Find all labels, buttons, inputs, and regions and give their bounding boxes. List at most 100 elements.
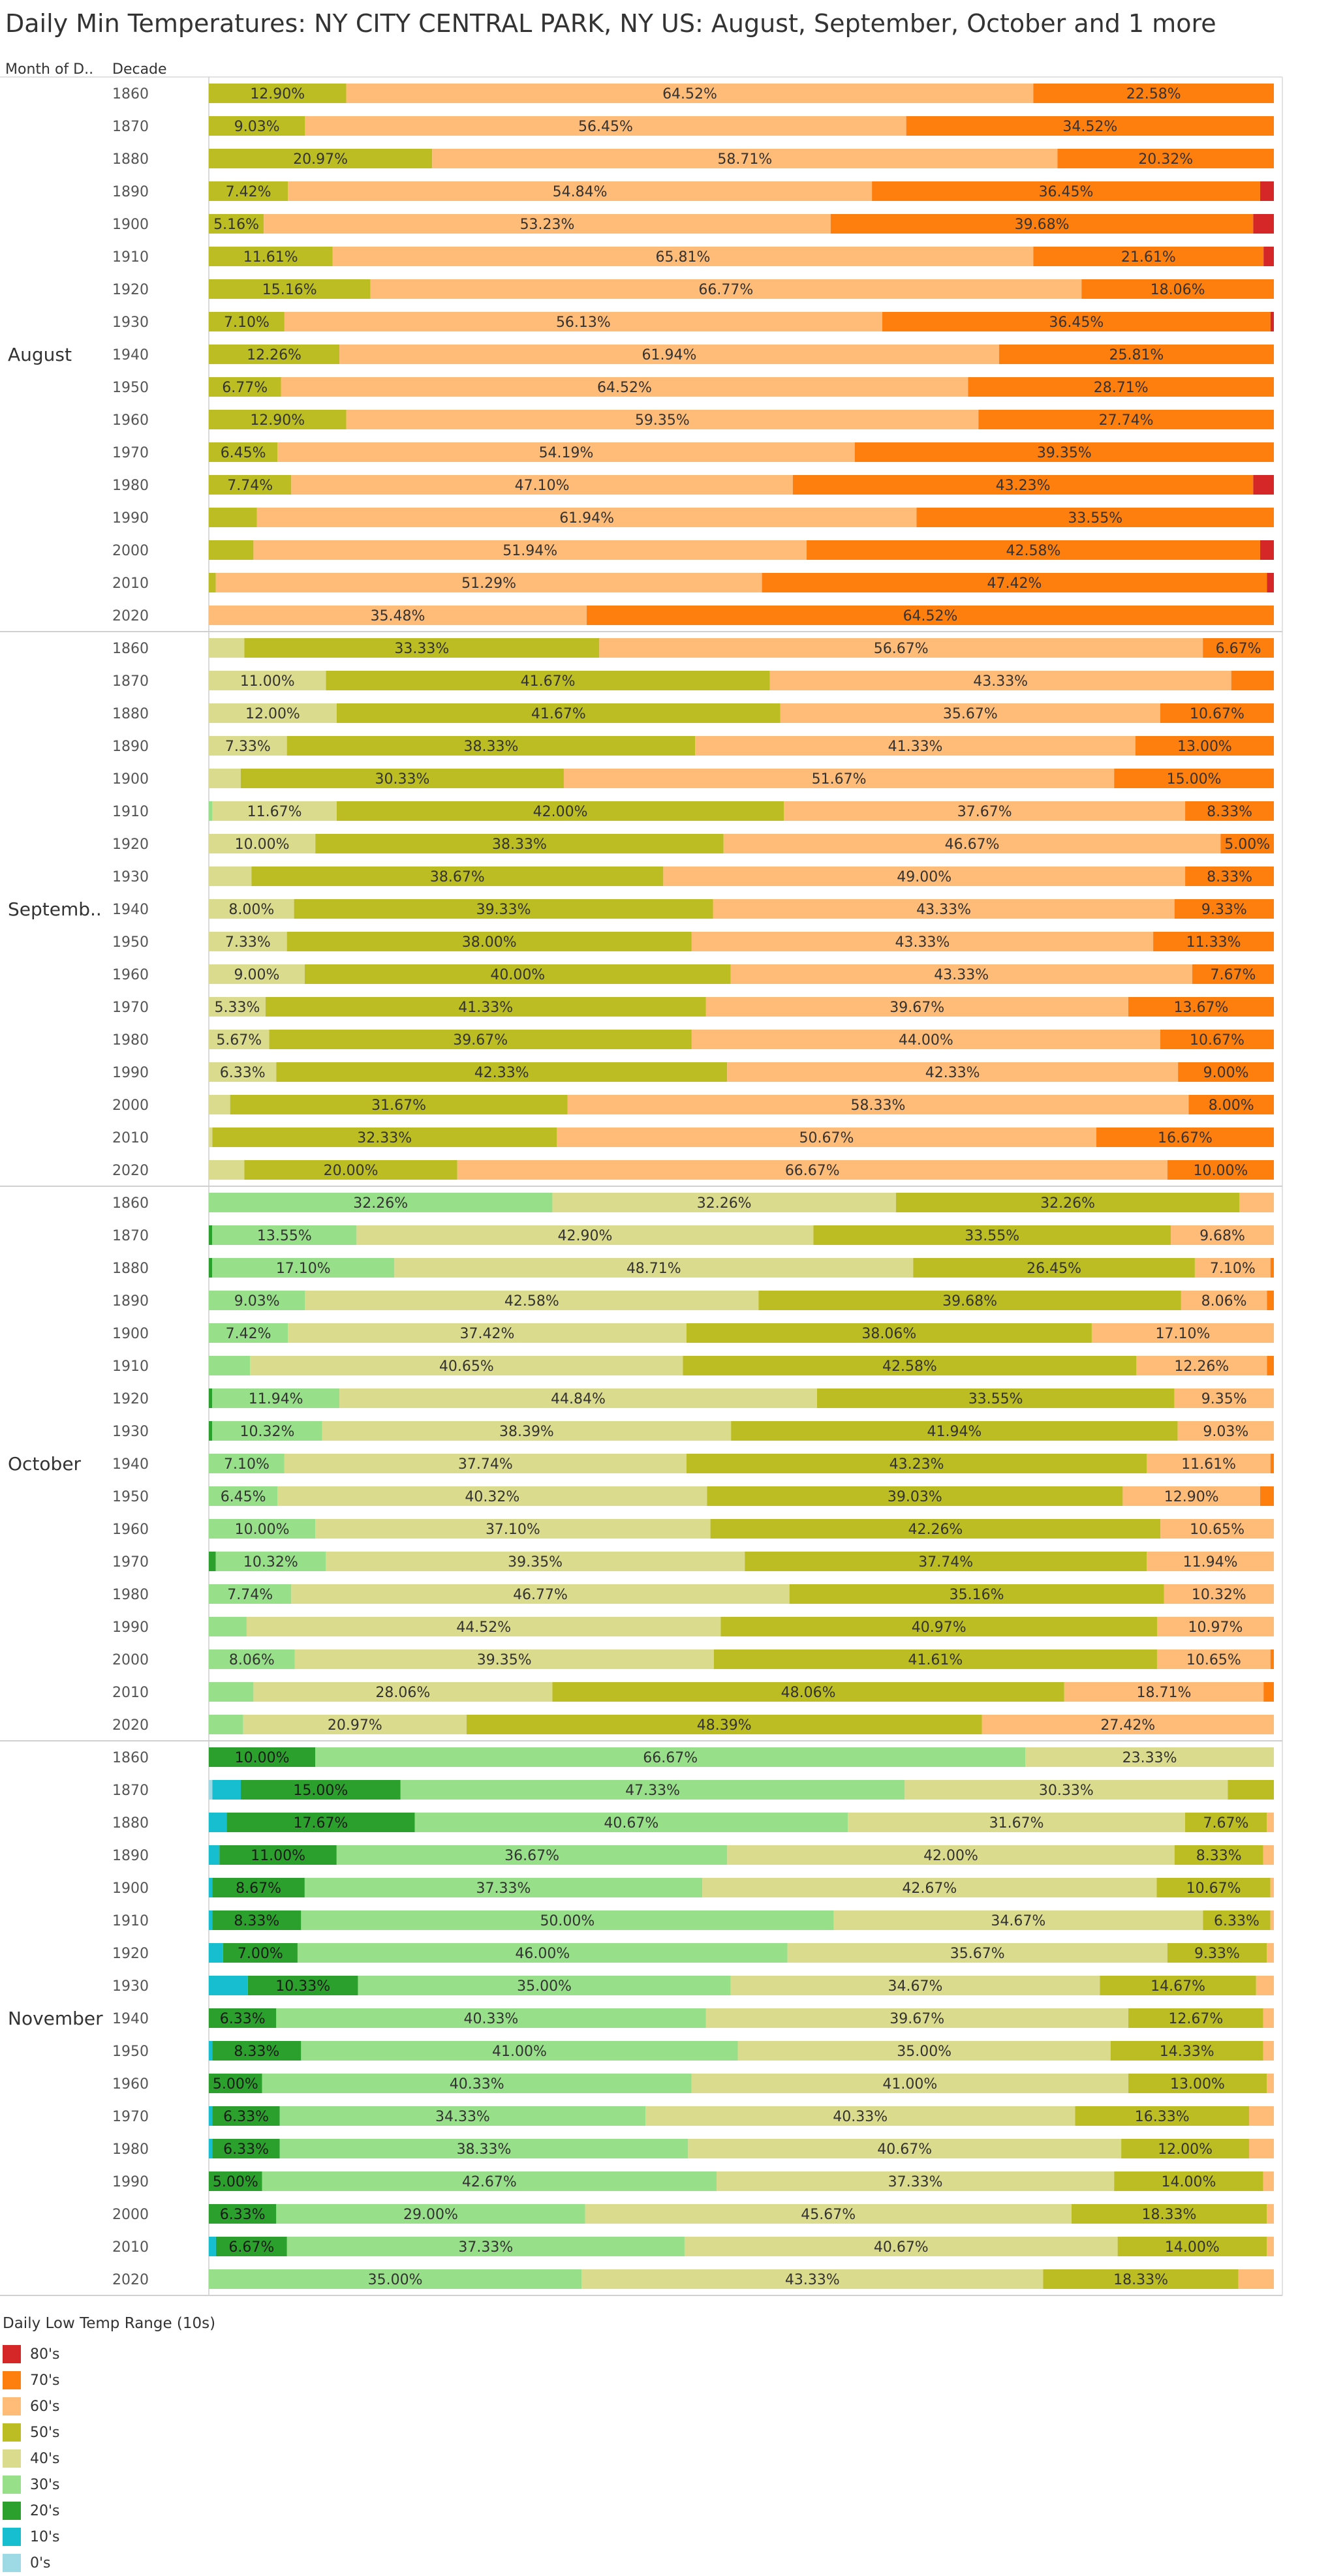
- bar-segment[interactable]: [1267, 1813, 1274, 1832]
- bar-segment[interactable]: [1263, 2171, 1274, 2191]
- bar-segment[interactable]: [209, 1095, 230, 1114]
- bar-segment[interactable]: [789, 1584, 1164, 1604]
- bar-segment[interactable]: [209, 2237, 216, 2256]
- bar-segment[interactable]: [209, 1682, 254, 1702]
- bar-segment[interactable]: [286, 2237, 685, 2256]
- bar-segment[interactable]: [209, 2074, 262, 2093]
- legend-item[interactable]: 0's: [3, 2550, 215, 2576]
- bar-segment[interactable]: [209, 1323, 288, 1343]
- bar-segment[interactable]: [279, 2139, 688, 2158]
- bar-segment[interactable]: [663, 866, 1186, 886]
- bar-segment[interactable]: [394, 1258, 914, 1278]
- bar-segment[interactable]: [332, 247, 1034, 266]
- bar-segment[interactable]: [816, 1388, 1175, 1408]
- bar-segment[interactable]: [587, 606, 1274, 625]
- bar-segment[interactable]: [326, 1552, 745, 1571]
- bar-segment[interactable]: [691, 2074, 1128, 2093]
- bar-segment[interactable]: [1239, 1193, 1274, 1212]
- bar-segment[interactable]: [684, 2237, 1118, 2256]
- legend-item[interactable]: 60's: [3, 2393, 215, 2419]
- bar-segment[interactable]: [1256, 1976, 1274, 1995]
- bar-segment[interactable]: [251, 866, 664, 886]
- bar-segment[interactable]: [209, 2041, 213, 2061]
- decade-label[interactable]: 2000: [112, 2207, 149, 2223]
- bar-segment[interactable]: [209, 1649, 295, 1669]
- bar-segment[interactable]: [1228, 1780, 1274, 1800]
- decade-label[interactable]: 1930: [112, 869, 149, 885]
- bar-segment[interactable]: [695, 736, 1136, 756]
- bar-segment[interactable]: [585, 2204, 1072, 2224]
- bar-segment[interactable]: [792, 475, 1254, 495]
- bar-segment[interactable]: [315, 1519, 711, 1539]
- decade-label[interactable]: 1890: [112, 1293, 149, 1310]
- bar-segment[interactable]: [1025, 1747, 1274, 1767]
- bar-segment[interactable]: [1174, 1388, 1274, 1408]
- bar-segment[interactable]: [346, 84, 1034, 103]
- decade-label[interactable]: 1880: [112, 706, 149, 722]
- bar-segment[interactable]: [277, 442, 855, 462]
- bar-segment[interactable]: [813, 1225, 1171, 1245]
- bar-segment[interactable]: [230, 1095, 568, 1114]
- decade-label[interactable]: 1970: [112, 1000, 149, 1016]
- bar-segment[interactable]: [209, 1388, 213, 1408]
- bar-segment[interactable]: [1267, 2074, 1274, 2093]
- bar-segment[interactable]: [913, 1258, 1195, 1278]
- decade-label[interactable]: 1980: [112, 478, 149, 494]
- bar-segment[interactable]: [304, 1878, 703, 1897]
- decade-label[interactable]: 1940: [112, 347, 149, 363]
- bar-segment[interactable]: [1263, 2041, 1274, 2061]
- bar-segment[interactable]: [691, 1030, 1160, 1049]
- bar-segment[interactable]: [683, 1356, 1137, 1375]
- bar-segment[interactable]: [1156, 1649, 1271, 1669]
- bar-segment[interactable]: [284, 1454, 687, 1473]
- bar-segment[interactable]: [209, 1910, 213, 1930]
- bar-segment[interactable]: [209, 964, 305, 984]
- bar-segment[interactable]: [209, 1454, 285, 1473]
- decade-label[interactable]: 1900: [112, 1880, 149, 1897]
- bar-segment[interactable]: [1248, 2106, 1274, 2126]
- decade-label[interactable]: 1900: [112, 217, 149, 233]
- decade-label[interactable]: 1920: [112, 836, 149, 853]
- bar-segment[interactable]: [1270, 1878, 1274, 1897]
- decade-label[interactable]: 1860: [112, 1195, 149, 1212]
- decade-label[interactable]: 1940: [112, 2011, 149, 2027]
- decade-label[interactable]: 1860: [112, 641, 149, 657]
- bar-segment[interactable]: [370, 279, 1082, 299]
- bar-segment[interactable]: [276, 2008, 706, 2028]
- bar-segment[interactable]: [209, 1421, 213, 1441]
- decade-label[interactable]: 1890: [112, 1848, 149, 1864]
- bar-segment[interactable]: [713, 1649, 1157, 1669]
- bar-segment[interactable]: [209, 834, 316, 853]
- bar-segment[interactable]: [1267, 1356, 1274, 1375]
- bar-segment[interactable]: [209, 410, 347, 429]
- bar-segment[interactable]: [705, 997, 1128, 1017]
- bar-segment[interactable]: [209, 377, 281, 397]
- bar-segment[interactable]: [209, 2008, 277, 2028]
- bar-segment[interactable]: [269, 1030, 692, 1049]
- bar-segment[interactable]: [784, 801, 1186, 821]
- decade-label[interactable]: 2000: [112, 543, 149, 559]
- bar-segment[interactable]: [294, 1649, 714, 1669]
- bar-segment[interactable]: [730, 1976, 1100, 1995]
- bar-segment[interactable]: [1147, 1454, 1271, 1473]
- decade-label[interactable]: 1950: [112, 934, 149, 951]
- bar-segment[interactable]: [212, 2041, 302, 2061]
- bar-segment[interactable]: [457, 1160, 1168, 1180]
- decade-label[interactable]: 1960: [112, 1522, 149, 1538]
- bar-segment[interactable]: [705, 2008, 1128, 2028]
- decade-label[interactable]: 1860: [112, 86, 149, 102]
- bar-segment[interactable]: [552, 1193, 896, 1212]
- bar-segment[interactable]: [727, 1845, 1175, 1865]
- bar-segment[interactable]: [1114, 769, 1274, 788]
- bar-segment[interactable]: [1167, 1160, 1274, 1180]
- bar-segment[interactable]: [212, 1878, 305, 1897]
- bar-segment[interactable]: [1263, 2008, 1274, 2028]
- bar-segment[interactable]: [1121, 2139, 1249, 2158]
- bar-segment[interactable]: [209, 997, 266, 1017]
- bar-segment[interactable]: [240, 769, 564, 788]
- bar-segment[interactable]: [281, 377, 968, 397]
- bar-segment[interactable]: [1167, 1943, 1267, 1963]
- bar-segment[interactable]: [1117, 2237, 1267, 2256]
- bar-segment[interactable]: [209, 1780, 213, 1800]
- bar-segment[interactable]: [209, 1715, 243, 1734]
